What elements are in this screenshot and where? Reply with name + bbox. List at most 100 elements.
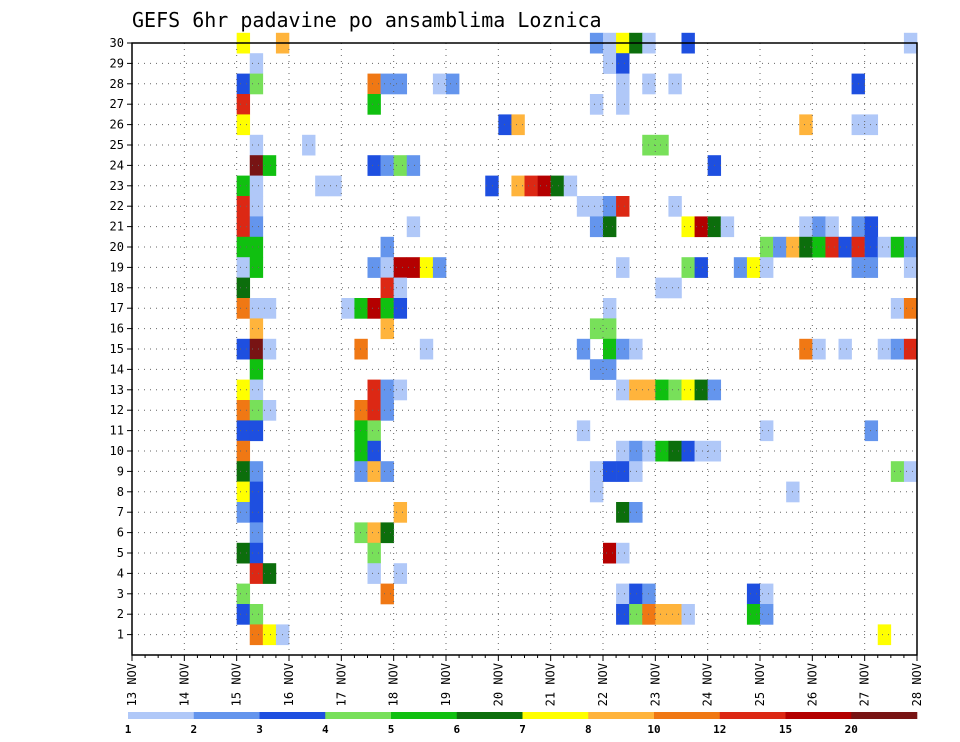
heatmap-cell <box>393 155 408 176</box>
y-axis: 1234567891011121314151617181920212223242… <box>110 36 132 642</box>
colorbar-label: 1 <box>125 723 132 736</box>
colorbar-label: 4 <box>322 723 329 736</box>
heatmap-cell <box>668 277 682 299</box>
heatmap-cell <box>825 236 839 258</box>
heatmap-cell <box>603 53 617 74</box>
y-tick-label: 28 <box>110 77 124 91</box>
heatmap-cell <box>890 338 905 360</box>
heatmap-cell <box>890 298 905 319</box>
heatmap-cell <box>589 318 604 340</box>
heatmap-cell <box>629 502 643 523</box>
heatmap-cell <box>262 298 277 319</box>
y-tick-label: 8 <box>117 485 124 499</box>
heatmap-cell <box>380 400 394 421</box>
heatmap-cell <box>629 461 643 482</box>
heatmap-cell <box>367 379 381 401</box>
heatmap-cell <box>903 257 918 278</box>
heatmap-cell <box>380 379 394 401</box>
y-tick-label: 26 <box>110 118 124 132</box>
heatmap-cell <box>655 379 669 401</box>
colorbar-segment <box>259 712 326 719</box>
y-tick-label: 7 <box>117 505 124 519</box>
heatmap-cell <box>393 257 408 278</box>
heatmap-cell <box>236 277 251 299</box>
heatmap-cell <box>249 338 264 360</box>
y-tick-label: 13 <box>110 383 124 397</box>
heatmap-cell <box>694 216 708 238</box>
heatmap-cell <box>629 440 643 462</box>
heatmap-cell <box>825 216 839 238</box>
heatmap-cell <box>603 196 617 217</box>
heatmap-cell <box>616 604 630 625</box>
heatmap-cell <box>262 400 277 421</box>
y-tick-label: 9 <box>117 464 124 478</box>
heatmap-cell <box>668 379 682 401</box>
y-tick-label: 27 <box>110 97 124 111</box>
heatmap-cell <box>903 236 918 258</box>
heatmap-cell <box>236 583 251 605</box>
heatmap-cell <box>746 583 761 605</box>
x-tick-label: 23 NOV <box>648 663 662 706</box>
heatmap-cell <box>655 604 669 625</box>
heatmap-cell <box>249 298 264 319</box>
y-tick-label: 16 <box>110 322 124 336</box>
heatmap-cell <box>380 277 394 299</box>
heatmap-cell <box>903 298 918 319</box>
y-tick-label: 17 <box>110 301 124 315</box>
heatmap-cell <box>406 257 421 278</box>
heatmap-cell <box>236 298 251 319</box>
heatmap-cell <box>655 134 669 156</box>
heatmap-cell <box>838 236 852 258</box>
heatmap-cell <box>616 94 630 115</box>
colorbar-segment <box>456 712 523 719</box>
heatmap-cell <box>393 277 408 299</box>
heatmap-cell <box>694 440 708 462</box>
y-tick-label: 19 <box>110 260 124 274</box>
heatmap-cell <box>249 134 264 156</box>
heatmap-cell <box>746 257 761 278</box>
heatmap-cell <box>249 481 264 503</box>
heatmap-cell <box>733 257 748 278</box>
colorbar-segment <box>325 712 392 719</box>
heatmap-cell <box>838 338 852 360</box>
heatmap-cell <box>498 114 512 136</box>
heatmap-cell <box>446 73 460 95</box>
heatmap-cell <box>249 604 264 625</box>
heatmap-cell <box>603 216 617 238</box>
heatmap-cell <box>236 216 251 238</box>
colorbar-segment <box>588 712 655 719</box>
heatmap-cell <box>236 236 251 258</box>
y-tick-label: 1 <box>117 628 124 642</box>
heatmap-cell <box>864 216 879 238</box>
heatmap-cell <box>380 461 394 482</box>
heatmap-cell <box>302 134 316 156</box>
heatmap-cell <box>603 318 617 340</box>
heatmap-cell <box>236 175 251 197</box>
heatmap-cells <box>236 32 918 646</box>
y-tick-label: 23 <box>110 179 124 193</box>
x-tick-label: 13 NOV <box>125 663 139 706</box>
heatmap-cell <box>524 175 538 197</box>
colorbar-segment <box>128 712 195 719</box>
heatmap-cell <box>367 440 381 462</box>
heatmap-cell <box>603 461 617 482</box>
colorbar-label: 8 <box>585 723 592 736</box>
colorbar-segment <box>719 712 786 719</box>
heatmap-cell <box>249 624 264 646</box>
heatmap-cell <box>315 175 329 197</box>
heatmap-cell <box>354 298 368 319</box>
heatmap-cell <box>249 461 264 482</box>
heatmap-cell <box>380 73 394 95</box>
x-axis: 13 NOV 14 NOV 15 NOV 16 NOV 17 NOV 18 NOV 19 N… <box>125 655 924 706</box>
heatmap-cell <box>655 277 669 299</box>
heatmap-cell <box>760 583 774 605</box>
x-tick-label: 24 NOV <box>701 663 715 706</box>
heatmap-cell <box>249 502 264 523</box>
heatmap-cell <box>812 216 826 238</box>
heatmap-cell <box>694 257 708 278</box>
heatmap-cell <box>262 155 277 176</box>
colorbar-label: 12 <box>713 723 726 736</box>
heatmap-cell <box>616 461 630 482</box>
heatmap-cell <box>236 481 251 503</box>
heatmap-cell <box>380 155 394 176</box>
